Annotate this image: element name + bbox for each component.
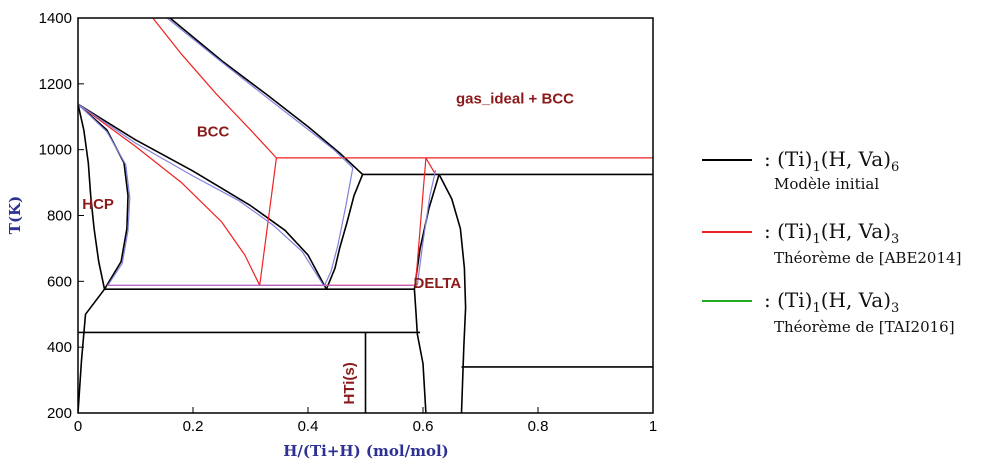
series-2-segment-5 [416,169,437,286]
series-0-segment-5 [78,104,106,290]
series-1-segment-3 [78,103,261,286]
region-label: BCC [197,124,230,141]
legend-description: Modèle initial [774,175,880,193]
series-0-segment-7 [413,174,440,290]
region-label-layer: gas_ideal + BCC BCC HCP DELTA HTi(s) [82,91,574,405]
legend-formula: : (Ti)1(H, Va)3 [764,219,900,247]
legend-line-green [702,300,752,302]
series-0-segment-8 [438,174,467,413]
series-0-segment-2 [325,174,364,290]
series-0-segment-13 [78,288,106,413]
series-layer [78,18,653,413]
y-axis-title: T(K) [6,196,24,234]
series-0-segment-11 [413,289,427,413]
series-2-segment-1 [323,167,354,287]
y-tick-label: 800 [47,208,72,225]
region-label: DELTA [414,275,462,292]
legend-description: Théorème de [TAI2016] [774,318,955,336]
y-tick-label: 1000 [39,142,72,159]
series-1-segment-6 [425,157,436,174]
series-2-segment-3 [78,103,131,286]
x-tick-label: 0.6 [413,418,434,435]
y-tick-label: 200 [47,405,72,422]
series-0-segment-3 [78,103,328,290]
x-axis-title: H/(Ti+H) (mol/mol) [283,442,449,460]
legend-formula: : (Ti)1(H, Va)6 [764,147,900,175]
series-2-segment-0 [166,18,354,169]
x-tick-label: 1 [649,418,657,435]
series-0-segment-4 [78,103,129,290]
series-1-segment-0 [152,18,277,159]
y-tick-label: 600 [47,273,72,290]
legend-formula: : (Ti)1(H, Va)3 [764,288,900,316]
series-1-segment-5 [414,157,427,286]
y-tick-label: 1200 [39,76,72,93]
series-2-segment-2 [78,103,325,287]
legend-line-black [702,159,752,161]
legend-line-red [702,231,752,233]
x-tick-label: 0 [74,418,82,435]
x-tick-label: 0.2 [183,418,204,435]
region-label: HCP [82,196,114,213]
x-tick-label: 0.4 [298,418,319,435]
legend-description: Théorème de [ABE2014] [774,249,962,267]
series-0-segment-0 [169,18,364,175]
x-tick-label: 0.8 [528,418,549,435]
region-label: gas_ideal + BCC [456,91,574,108]
y-tick-label: 1400 [39,10,72,27]
region-label: HTi(s) [341,362,358,404]
y-tick-label: 400 [47,339,72,356]
